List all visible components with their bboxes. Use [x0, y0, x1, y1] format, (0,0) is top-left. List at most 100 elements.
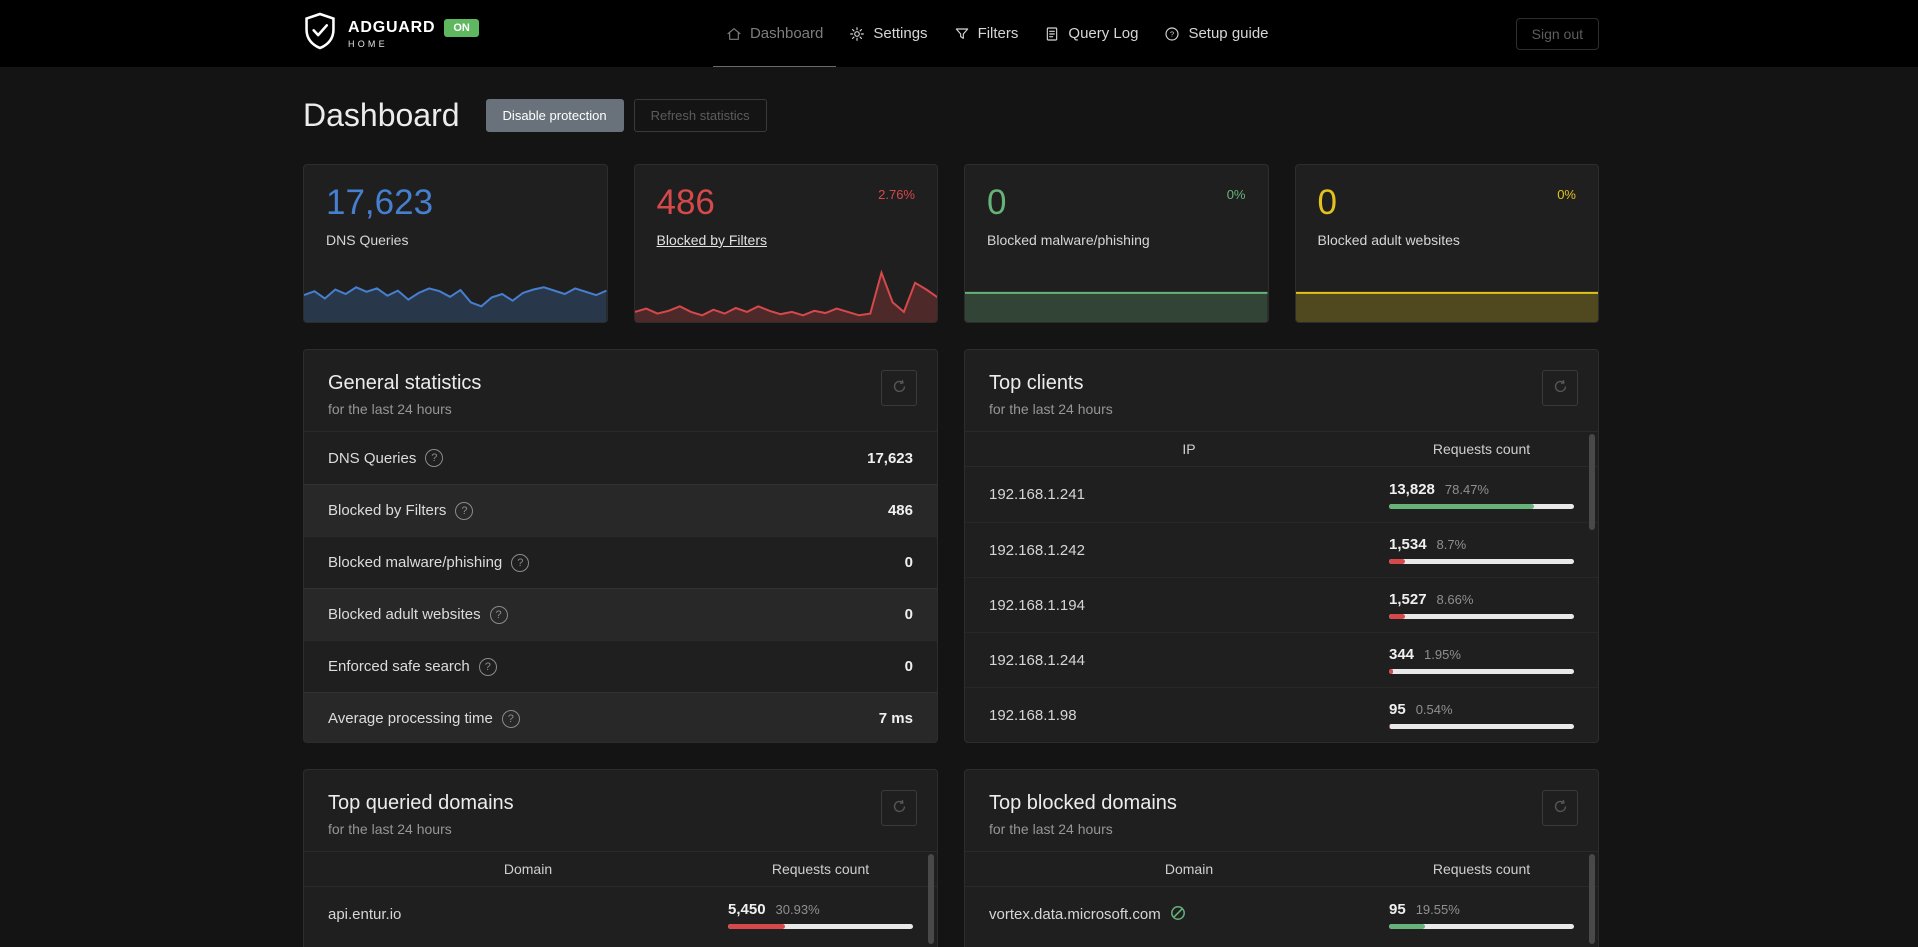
- help-icon[interactable]: [501, 709, 520, 728]
- column-header-count: Requests count: [1432, 861, 1531, 877]
- brand-sub: HOME: [348, 38, 388, 49]
- stat-cards-row: 17,623 DNS Queries 486 2.76% Blocked by …: [303, 164, 1599, 323]
- stat-percent: 2.76%: [878, 187, 915, 202]
- stats-row-value: 486: [887, 502, 913, 519]
- stat-label: DNS Queries: [326, 231, 409, 248]
- stat-card-blocked-filters: 486 2.76% Blocked by Filters: [633, 164, 938, 323]
- nav-setup-guide[interactable]: ? Setup guide: [1151, 0, 1281, 67]
- table-row: Blocked adult websites 0: [304, 588, 937, 640]
- nav-label: Dashboard: [749, 25, 824, 42]
- help-icon[interactable]: [478, 657, 497, 676]
- blocked-by-filters-link[interactable]: Blocked by Filters: [656, 231, 767, 248]
- general-statistics-card: General statistics for the last 24 hours…: [303, 349, 938, 743]
- scrollbar-thumb[interactable]: [1589, 434, 1595, 530]
- requests-percent: 1.95%: [1424, 647, 1461, 662]
- stats-row-value: 17,623: [867, 449, 913, 467]
- nav-label: Setup guide: [1188, 25, 1269, 42]
- help-icon[interactable]: [455, 501, 474, 520]
- table-row: DNS Queries 17,623: [304, 432, 937, 484]
- domain-name: vortex.data.microsoft.com: [989, 906, 1161, 923]
- nav-label: Query Log: [1068, 25, 1139, 42]
- requests-percent: 8.66%: [1436, 592, 1474, 607]
- client-ip: 192.168.1.98: [989, 706, 1077, 724]
- client-ip: 192.168.1.242: [989, 541, 1085, 559]
- card-subtitle: for the last 24 hours: [328, 401, 452, 417]
- nav-label: Filters: [977, 25, 1019, 42]
- query-log-icon: [1044, 26, 1060, 42]
- column-header-count: Requests count: [771, 861, 870, 877]
- progress-bar: [1389, 669, 1574, 674]
- table-row: 192.168.1.241 13,828 78.47%: [965, 467, 1598, 522]
- stat-percent: 0%: [1557, 187, 1576, 202]
- refresh-icon: [892, 799, 907, 817]
- column-header-ip: IP: [1182, 441, 1196, 457]
- nav-settings[interactable]: Settings: [836, 0, 940, 67]
- column-header-domain: Domain: [503, 861, 553, 877]
- help-icon[interactable]: [425, 449, 444, 467]
- scrollbar-thumb[interactable]: [1589, 854, 1595, 944]
- client-ip: 192.168.1.244: [989, 651, 1085, 669]
- column-header-domain: Domain: [1164, 861, 1214, 877]
- stat-value: 0: [1317, 183, 1337, 222]
- top-navbar: ADGUARD ON HOME Dashboard: [0, 0, 1918, 67]
- progress-bar: [1389, 614, 1574, 619]
- progress-bar-fill: [728, 923, 786, 929]
- scrollbar-thumb[interactable]: [928, 854, 934, 944]
- card-subtitle: for the last 24 hours: [989, 821, 1113, 837]
- stats-row-label: Blocked adult websites: [328, 606, 481, 623]
- card-title: Top blocked domains: [989, 792, 1177, 814]
- page-title: Dashboard: [303, 97, 460, 133]
- top-clients-card: Top clients for the last 24 hours IP Req…: [964, 349, 1599, 743]
- help-icon: ?: [1164, 26, 1180, 42]
- table-row: Average processing time 7 ms: [304, 692, 937, 742]
- progress-bar-fill: [1389, 503, 1535, 509]
- help-icon[interactable]: [511, 553, 530, 572]
- card-subtitle: for the last 24 hours: [989, 401, 1113, 417]
- progress-bar: [1389, 724, 1574, 729]
- top-blocked-domains-card: Top blocked domains for the last 24 hour…: [964, 769, 1599, 947]
- blocked-filters-sparkline: [634, 269, 937, 322]
- blocked-adult-sparkline: [1295, 291, 1598, 322]
- stat-label: Blocked adult websites: [1317, 231, 1460, 248]
- general-statistics-table: DNS Queries 17,623 Blocked by Filters 48…: [304, 431, 937, 742]
- progress-bar: [728, 923, 913, 929]
- nav-dashboard[interactable]: Dashboard: [713, 0, 836, 67]
- refresh-icon: [1553, 799, 1568, 817]
- brand-name: ADGUARD: [348, 18, 436, 36]
- stats-row-label: Enforced safe search: [328, 658, 470, 675]
- card-title: Top clients: [989, 372, 1084, 394]
- stat-card-blocked-malware: 0 0% Blocked malware/phishing: [964, 164, 1269, 323]
- blocked-malware-sparkline: [965, 291, 1268, 322]
- nav-query-log[interactable]: Query Log: [1031, 0, 1151, 67]
- refresh-top-blocked-button[interactable]: [1542, 790, 1578, 826]
- refresh-icon: [1553, 379, 1568, 397]
- sign-out-button[interactable]: Sign out: [1515, 17, 1599, 50]
- table-row: 192.168.1.242 1,534 8.7%: [965, 522, 1598, 577]
- table-row: Blocked malware/phishing 0: [304, 536, 937, 588]
- stat-value: 17,623: [326, 183, 434, 222]
- progress-bar: [1389, 503, 1574, 509]
- progress-bar: [1389, 923, 1574, 929]
- requests-percent: 19.55%: [1415, 901, 1460, 917]
- requests-count: 1,527: [1389, 591, 1427, 608]
- progress-bar: [1389, 559, 1574, 564]
- stat-value: 486: [656, 183, 715, 222]
- requests-count: 1,534: [1389, 536, 1427, 553]
- table-header: Domain Requests count: [304, 851, 937, 887]
- nav-filters[interactable]: Filters: [941, 0, 1032, 67]
- progress-bar-fill: [1389, 669, 1393, 674]
- stats-row-value: 0: [904, 606, 913, 623]
- refresh-top-queried-button[interactable]: [881, 790, 917, 826]
- stat-card-dns-queries: 17,623 DNS Queries: [303, 164, 608, 323]
- requests-count: 95: [1389, 701, 1406, 718]
- help-icon[interactable]: [489, 605, 508, 624]
- requests-percent: 30.93%: [775, 901, 820, 917]
- refresh-general-statistics-button[interactable]: [881, 370, 917, 406]
- disable-protection-button[interactable]: Disable protection: [485, 99, 624, 132]
- stats-row-label: Blocked malware/phishing: [328, 554, 503, 571]
- table-row: 192.168.1.244 344 1.95%: [965, 632, 1598, 687]
- table-row: vortex.data.microsoft.com 95 19.55%: [965, 887, 1598, 942]
- adguard-logo-icon: [303, 12, 337, 55]
- refresh-statistics-button[interactable]: Refresh statistics: [633, 99, 767, 132]
- refresh-top-clients-button[interactable]: [1542, 370, 1578, 406]
